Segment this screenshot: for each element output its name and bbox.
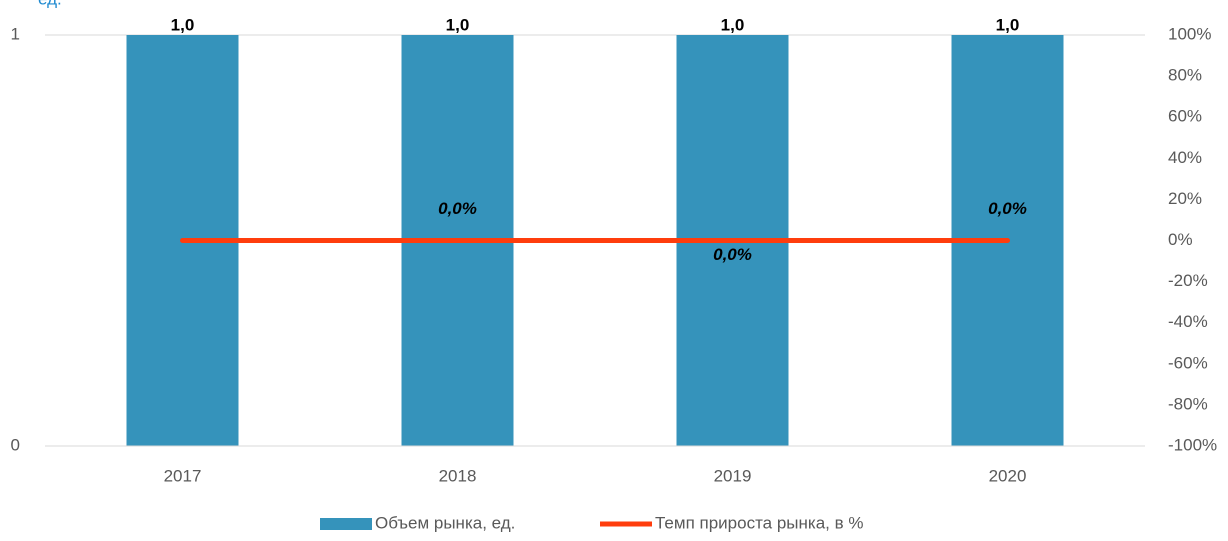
bar-value-label: 1,0 (996, 15, 1020, 34)
y2-tick-label: -60% (1168, 353, 1208, 372)
legend-label: Темп прироста рынка, в % (655, 513, 863, 532)
y2-tick-label: -100% (1168, 435, 1217, 454)
y2-tick-label: 60% (1168, 107, 1202, 126)
x-tick-label: 2018 (439, 466, 477, 485)
y2-tick-label: 40% (1168, 148, 1202, 167)
y-tick-label: 0 (11, 435, 20, 454)
line-value-label: 0,0% (988, 199, 1027, 218)
legend-label: Объем рынка, ед. (375, 513, 515, 532)
line-value-label: 0,0% (438, 199, 477, 218)
y2-tick-label: 100% (1168, 24, 1211, 43)
y2-tick-label: 80% (1168, 66, 1202, 85)
x-tick-label: 2020 (989, 466, 1027, 485)
y2-tick-label: -20% (1168, 271, 1208, 290)
y-tick-label: 1 (11, 24, 20, 43)
bar-value-label: 1,0 (721, 15, 745, 34)
x-tick-label: 2017 (164, 466, 202, 485)
x-tick-label: 2019 (714, 466, 752, 485)
y2-tick-label: 20% (1168, 189, 1202, 208)
bar-value-label: 1,0 (446, 15, 470, 34)
y2-tick-label: 0% (1168, 230, 1193, 249)
y-axis-title: ед. (38, 0, 62, 8)
bar-value-label: 1,0 (171, 15, 195, 34)
line-value-label: 0,0% (713, 245, 752, 264)
y2-tick-label: -80% (1168, 394, 1208, 413)
legend-swatch (320, 518, 372, 530)
y2-tick-label: -40% (1168, 312, 1208, 331)
